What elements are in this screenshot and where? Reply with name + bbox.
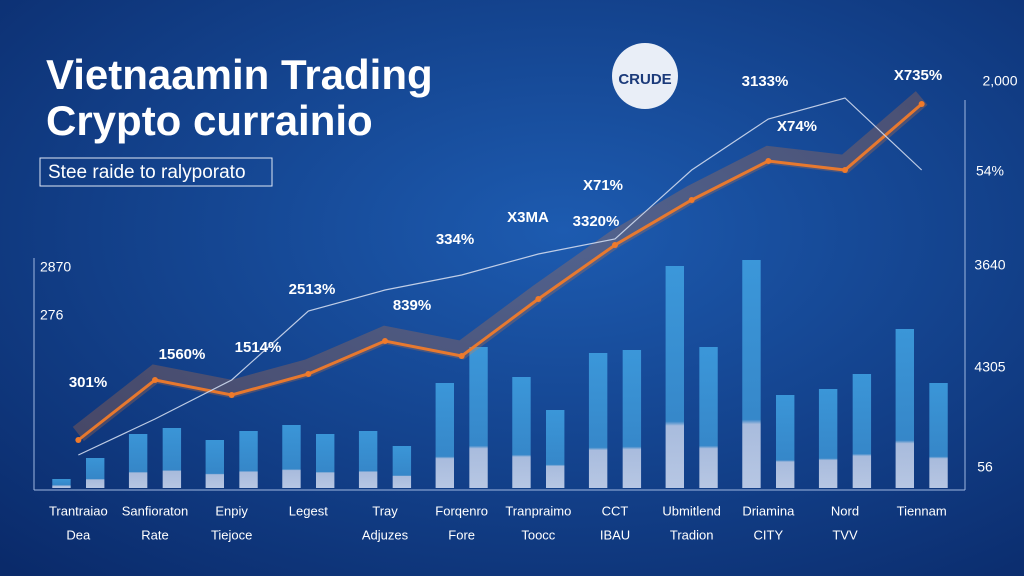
bar	[86, 458, 105, 488]
right-label: 56	[977, 459, 993, 475]
x-tick-label: Enpiy	[215, 503, 248, 518]
point	[918, 101, 925, 107]
bar	[699, 347, 718, 488]
x-tick-sublabel: Tiejoce	[211, 527, 252, 542]
bar	[205, 440, 224, 488]
bar	[358, 431, 378, 488]
x-tick-label: Tranpraimo	[505, 503, 571, 518]
left-label: 2870	[40, 259, 71, 275]
bar	[818, 389, 838, 488]
annotation: 3320%	[573, 213, 620, 230]
x-tick-sublabel: Tradion	[670, 527, 714, 542]
right-label: 2,000	[982, 73, 1017, 89]
point	[765, 158, 772, 164]
x-tick-sublabel: Adjuzes	[362, 527, 409, 542]
logo-text: CRUDE	[618, 71, 671, 88]
bar	[52, 479, 71, 488]
x-tick-sublabel: Fore	[448, 527, 475, 542]
bar	[742, 260, 761, 488]
x-tick-sublabel: IBAU	[600, 527, 630, 542]
x-tick-label: Ubmitlend	[662, 503, 721, 518]
x-tick-label: CCT	[602, 503, 629, 518]
bar	[622, 350, 642, 488]
x-tick-sublabel: Rate	[141, 527, 168, 542]
annotation: X735%	[894, 67, 942, 84]
x-tick-label: Forqenro	[435, 503, 488, 518]
annotation: 334%	[436, 231, 474, 248]
annotation: 839%	[393, 297, 431, 314]
x-tick-label: Tray	[372, 503, 398, 518]
bar	[929, 383, 948, 488]
point	[612, 242, 618, 248]
right-label: 54%	[976, 163, 1004, 179]
point	[458, 353, 465, 359]
annotation: X71%	[583, 177, 623, 194]
bar	[392, 446, 412, 488]
x-tick-label: Tiennam	[897, 503, 947, 518]
annotation: 301%	[69, 374, 107, 391]
x-tick-label: Trantraiao	[49, 503, 108, 518]
bar	[588, 353, 608, 488]
bar	[895, 329, 914, 488]
point	[382, 338, 388, 344]
subtitle: Stee raide to ralyporato	[48, 162, 246, 183]
point	[228, 392, 235, 398]
bar	[239, 431, 258, 488]
bar	[469, 347, 488, 488]
annotation: 2513%	[289, 281, 336, 298]
point	[688, 197, 695, 203]
right-label: 4305	[974, 359, 1005, 375]
bar	[665, 266, 684, 488]
x-tick-sublabel: Toocc	[521, 527, 555, 542]
annotation: 1514%	[235, 339, 282, 356]
x-tick-sublabel: CITY	[754, 527, 784, 542]
bar	[128, 434, 148, 488]
x-tick-label: Sanfioraton	[122, 503, 189, 518]
line	[77, 102, 923, 442]
point	[75, 437, 82, 443]
point	[152, 377, 158, 383]
bar	[162, 428, 182, 488]
bar	[435, 383, 454, 488]
x-tick-label: Nord	[831, 503, 859, 518]
bar	[852, 374, 872, 488]
bar	[282, 425, 301, 488]
point	[842, 167, 848, 173]
subtitle-box	[39, 157, 273, 187]
line	[78, 97, 923, 456]
bar	[512, 377, 531, 488]
annotation: 1560%	[159, 346, 206, 363]
title: Vietnaamin Trading	[46, 51, 433, 98]
logo	[612, 43, 678, 109]
x-tick-label: Driamina	[742, 503, 795, 518]
bar	[546, 410, 565, 488]
bar	[316, 434, 335, 488]
x-tick-sublabel: Dea	[66, 527, 91, 542]
point	[535, 296, 542, 302]
annotation: 3133%	[742, 73, 789, 90]
left-label: 276	[40, 307, 64, 323]
x-tick-label: Legest	[289, 503, 328, 518]
title: Crypto currainio	[46, 97, 373, 144]
bar	[776, 395, 795, 488]
point	[305, 371, 312, 377]
annotation: X74%	[777, 118, 817, 135]
annotation: X3MA	[507, 209, 549, 226]
x-tick-sublabel: TVV	[832, 527, 858, 542]
right-label: 3640	[974, 257, 1005, 273]
